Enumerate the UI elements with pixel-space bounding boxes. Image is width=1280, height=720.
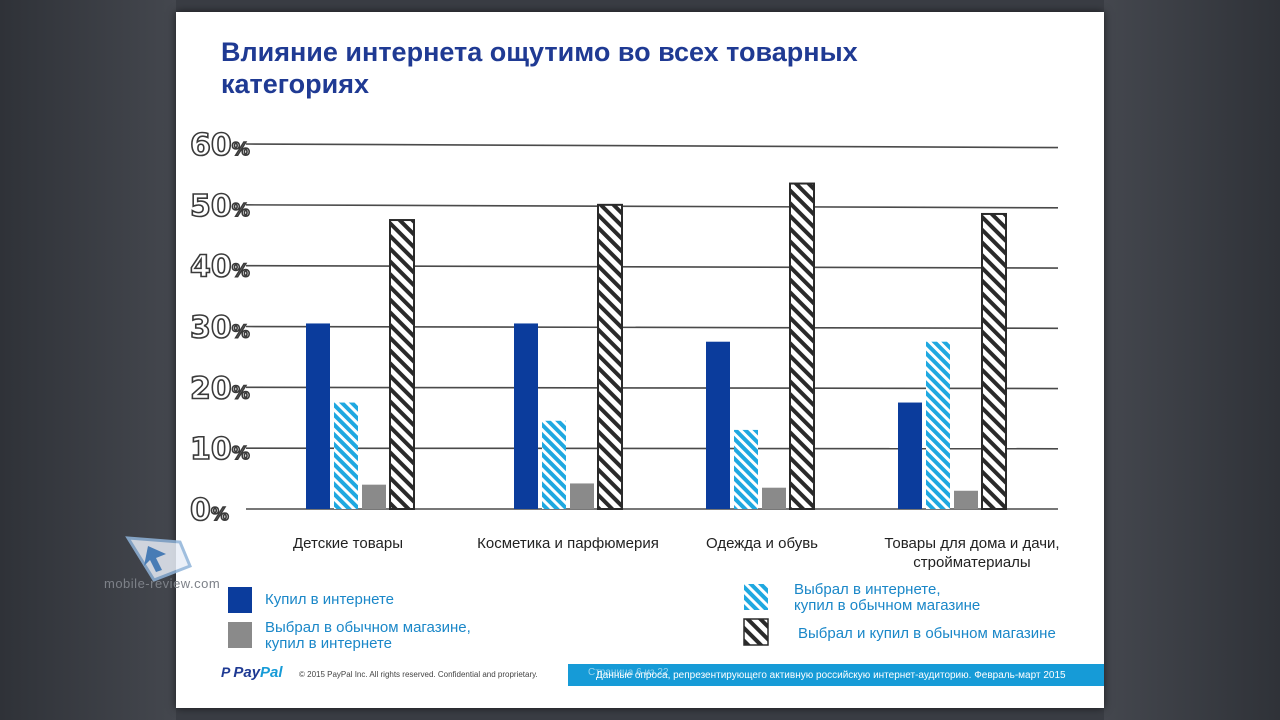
y-axis-ticks: 0% 10% 20% 30% 40% 50% 60% [189, 127, 250, 529]
category-label: Косметика и парфюмерия [477, 535, 659, 552]
bar [789, 182, 815, 511]
legend-swatch [743, 618, 769, 646]
gridline [245, 204, 1059, 209]
bar [362, 484, 386, 509]
background-left [0, 0, 176, 720]
bar [734, 429, 758, 509]
legend-label-bought-online: Купил в интернете [265, 591, 395, 608]
slide-title-line2: категориях [221, 69, 370, 99]
footer-source-text: Данные опроса, репрезентирующего активну… [596, 670, 1066, 681]
watermark-text: mobile-review.com [104, 576, 221, 591]
bar [981, 212, 1007, 510]
gridline [245, 447, 1059, 450]
category-label: Одежда и обувь [706, 535, 818, 552]
category-label: стройматериалы [913, 554, 1030, 571]
legend-label-chose-online-bought-store: Выбрал в интернете, купил в обычном мага… [794, 581, 981, 614]
bar [926, 341, 950, 509]
footer-page-number: Страница 6 из 22 [588, 667, 669, 678]
y-tick-label: 40% [190, 250, 250, 285]
bar [898, 402, 922, 509]
bar [334, 402, 358, 509]
y-tick-label: 20% [190, 371, 250, 406]
legend-swatches [228, 584, 769, 648]
slide-title: Влияние интернета ощутимо во всех товарн… [221, 36, 981, 100]
y-tick-label: 30% [190, 311, 250, 346]
bar [542, 420, 566, 509]
bar [762, 487, 786, 509]
footer-copyright: © 2015 PayPal Inc. All rights reserved. … [299, 670, 538, 679]
gridline [245, 325, 1059, 330]
legend-label-chose-store-bought-online: Выбрал в обычном магазине, купил в интер… [265, 619, 471, 652]
gridline [245, 386, 1059, 390]
category-label: Товары для дома и дачи, [884, 535, 1059, 552]
y-tick-label: 10% [190, 432, 250, 467]
paypal-logo-pay: Pay [233, 664, 261, 681]
slide-title-line1: Влияние интернета ощутимо во всех товарн… [221, 37, 858, 67]
x-axis-categories: Детские товары Косметика и парфюмерия Одеж… [293, 535, 1060, 571]
footer-source-bar [568, 664, 1104, 686]
y-tick-label: 0% [190, 493, 229, 528]
category-label: Детские товары [293, 535, 403, 552]
legend-swatch [744, 584, 768, 610]
bar-chart: 0% 10% 20% 30% 40% 50% 60% Детские товары Косме… [189, 127, 1060, 648]
background-right [1104, 0, 1280, 720]
bar [389, 219, 415, 511]
legend-swatch [228, 622, 252, 648]
legend-label-chose-bought-store: Выбрал и купил в обычном магазине [798, 625, 1056, 642]
paypal-logo: P PayPal [221, 664, 283, 681]
gridline [245, 143, 1059, 149]
presentation-slide: Влияние интернета ощутимо во всех товарн… [176, 12, 1104, 708]
paypal-logo-pal: Pal [260, 664, 283, 681]
bar [306, 323, 330, 509]
paypal-logo-mark: P [221, 664, 231, 680]
legend-swatch [228, 587, 252, 613]
bar [954, 490, 978, 509]
gridline [245, 264, 1059, 269]
bar [514, 323, 538, 509]
bar [706, 341, 730, 509]
y-tick-label: 60% [190, 128, 250, 163]
chart-bars [306, 182, 1007, 511]
y-tick-label: 50% [190, 189, 250, 224]
watermark-logo-icon [125, 536, 192, 582]
bar [597, 203, 623, 510]
bar [570, 483, 594, 509]
